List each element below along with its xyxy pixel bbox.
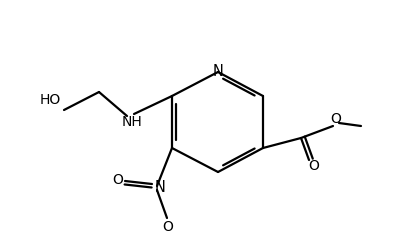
Text: N: N xyxy=(212,63,224,79)
Text: HO: HO xyxy=(39,93,61,107)
Text: N: N xyxy=(154,180,166,194)
Text: O: O xyxy=(162,220,174,234)
Text: O: O xyxy=(330,112,342,126)
Text: O: O xyxy=(308,159,320,173)
Text: NH: NH xyxy=(122,115,142,129)
Text: O: O xyxy=(112,173,124,187)
